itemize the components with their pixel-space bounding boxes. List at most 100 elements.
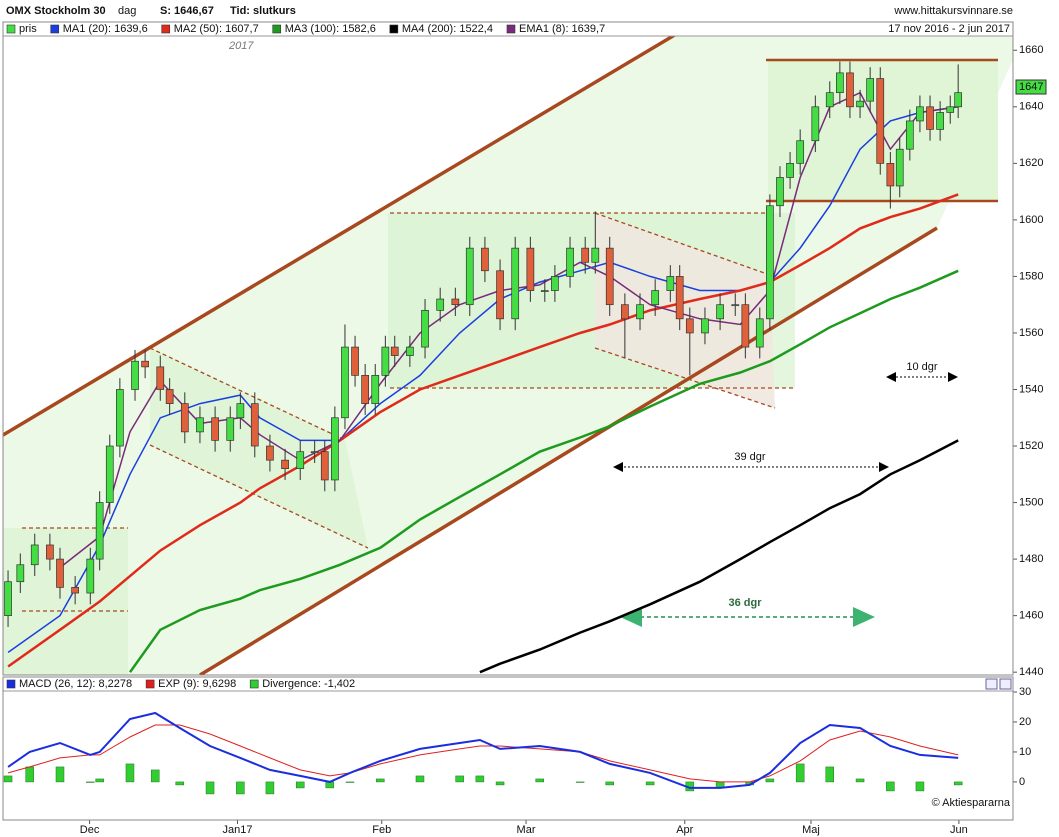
credit: © Aktiespararna: [932, 797, 1011, 809]
macd-line: [7, 711, 959, 789]
candle-body: [281, 459, 289, 469]
candle-body: [116, 389, 124, 447]
macd-line: [7, 724, 959, 783]
y-tick-label: 1540: [1019, 383, 1043, 395]
candle-body: [846, 72, 854, 108]
legend-label: Divergence: -1,402: [262, 678, 355, 690]
divergence-bar: [953, 781, 963, 786]
candle-body: [95, 502, 104, 560]
y-tick-label: 1500: [1019, 496, 1043, 508]
legend-swatch: [389, 24, 399, 34]
divergence-bar: [55, 766, 65, 783]
legend-label: MA3 (100): 1582,6: [285, 23, 376, 35]
candle-body: [551, 276, 559, 291]
y-tick-label: 1580: [1019, 270, 1043, 282]
legend: MACD (26, 12): 8,2278 EXP (9): 9,6298 Dive…: [6, 678, 355, 690]
candle-body: [465, 247, 474, 306]
candle-body: [390, 346, 399, 356]
candle-body: [496, 270, 504, 320]
candle-body: [876, 78, 885, 164]
candle-body: [741, 304, 750, 348]
divergence-bar: [345, 781, 355, 783]
candle-body: [666, 276, 675, 291]
divergence-bar: [886, 781, 895, 792]
candle-body: [766, 205, 774, 320]
legend-label: EXP (9): 9,6298: [158, 678, 236, 690]
candle-body: [331, 417, 339, 481]
candle-body: [636, 304, 644, 320]
divergence-bar: [765, 778, 775, 783]
divergence-bar: [175, 781, 184, 786]
legend-swatch: [6, 679, 16, 689]
divergence-bar: [125, 763, 135, 783]
y-tick-label: 30: [1019, 686, 1031, 698]
candle-body: [211, 417, 219, 441]
candle-body: [196, 417, 204, 433]
legend-label: MA1 (20): 1639,6: [63, 23, 148, 35]
series-layer: [4, 61, 963, 674]
candle-body: [954, 92, 963, 108]
arrow-head: [879, 462, 889, 472]
divergence-bar: [236, 781, 245, 795]
arrow-head: [620, 607, 642, 627]
y-tick-label: 1620: [1019, 157, 1043, 169]
divergence-bar: [915, 781, 925, 792]
candle-body: [946, 106, 955, 113]
candle-body: [71, 587, 79, 594]
y-tick-label: 1600: [1019, 214, 1043, 226]
candle-body: [731, 304, 740, 307]
divergence-bar: [825, 766, 835, 783]
main-decor: [3, 22, 1013, 675]
candle-body: [755, 318, 764, 348]
price-mode: Tid: slutkurs: [230, 5, 296, 17]
legend-swatch: [50, 24, 60, 34]
candle-body: [511, 247, 520, 320]
legend-label: EMA1 (8): 1639,7: [519, 23, 605, 35]
candle-body: [451, 298, 460, 306]
legend-label: MA4 (200): 1522,4: [402, 23, 493, 35]
legend: pris MA1 (20): 1639,6 MA2 (50): 1607,7 MA3 …: [6, 23, 605, 35]
candle-body: [436, 298, 445, 311]
candle-body: [540, 290, 549, 292]
candle-body: [296, 451, 305, 469]
tool-icon[interactable]: [985, 678, 998, 690]
candle-body: [605, 247, 614, 306]
candle-body: [825, 92, 834, 108]
candle-body: [581, 247, 590, 263]
legend-swatch: [161, 24, 171, 34]
channel-line: [3, 31, 679, 437]
y-tick-label: 1440: [1019, 666, 1043, 678]
x-tick-label: Jun: [950, 824, 968, 836]
candle-body: [320, 451, 329, 481]
divergence-bar: [376, 778, 385, 783]
candle-body: [381, 346, 390, 376]
candle-body: [811, 106, 820, 142]
legend-label: pris: [19, 23, 37, 35]
candle-body: [310, 451, 319, 454]
candle-body: [141, 360, 149, 368]
legend-swatch: [249, 679, 259, 689]
y-tick-label: 1460: [1019, 610, 1043, 622]
divergence-bar: [86, 781, 95, 783]
arrow-head: [886, 372, 896, 382]
x-tick-label: Apr: [676, 824, 693, 836]
divergence-bar: [95, 778, 104, 783]
year-label: 2017: [228, 40, 254, 52]
range-shade: [3, 528, 128, 675]
tool-icon[interactable]: [999, 678, 1012, 690]
candle-body: [566, 247, 574, 277]
candle-body: [4, 581, 12, 616]
divergence-bar: [575, 781, 585, 783]
candle-body: [180, 403, 189, 433]
site: www.hittakursvinnare.se: [893, 5, 1013, 17]
flag-shade: [150, 348, 368, 548]
y-tick-label: 10: [1019, 746, 1031, 758]
price-tag: 1647: [1019, 81, 1043, 93]
candle-body: [30, 544, 39, 566]
candle-body: [856, 100, 864, 108]
plot-frame: [2, 676, 1014, 821]
annotation: 36 dgr: [728, 597, 762, 609]
divergence-bar: [25, 766, 34, 783]
candle-body: [361, 375, 370, 404]
price-tag-bg: [1015, 79, 1047, 95]
